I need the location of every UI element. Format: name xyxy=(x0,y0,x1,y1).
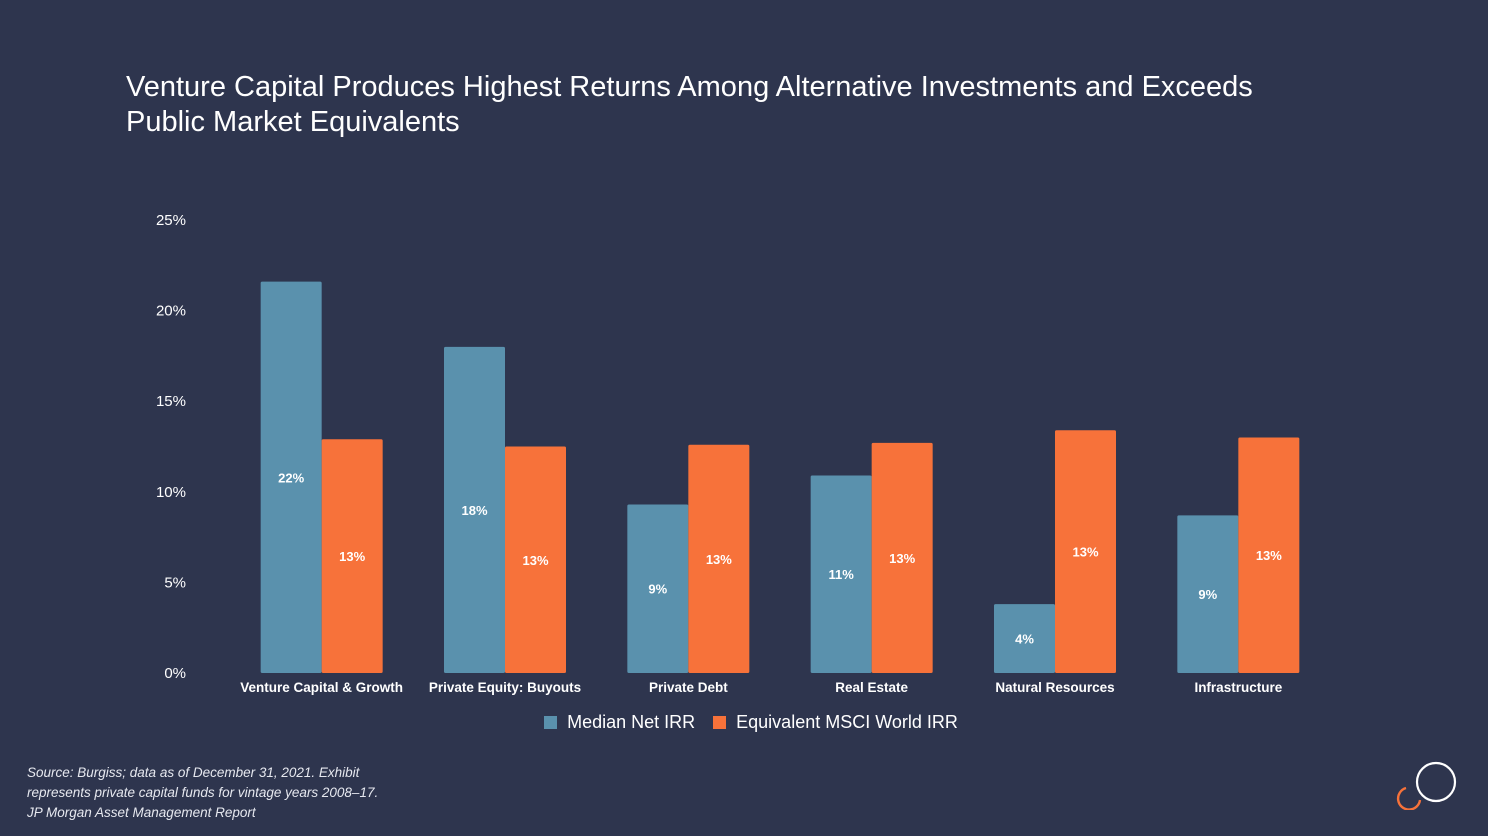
x-category-label: Private Debt xyxy=(649,680,728,695)
bar-median-net-irr xyxy=(994,604,1055,673)
legend-label: Median Net IRR xyxy=(567,712,696,732)
bar-data-label: 13% xyxy=(339,549,365,564)
legend-swatch-blue xyxy=(544,716,558,729)
chart-title-line-1: Venture Capital Produces Highest Returns… xyxy=(126,71,1253,103)
legend: Median Net IRR Equivalent MSCI World IRR xyxy=(0,712,1488,733)
x-axis: Venture Capital & Growth Private Equity: … xyxy=(240,680,1282,695)
legend-item-median-net-irr: Median Net IRR xyxy=(544,712,695,733)
bar-median-net-irr xyxy=(810,475,872,673)
bar-data-label: 9% xyxy=(648,582,667,597)
x-category-label: Venture Capital & Growth xyxy=(240,680,403,695)
bar-data-label: 9% xyxy=(1198,587,1217,602)
bar-data-label: 13% xyxy=(706,552,732,567)
y-tick-label: 25% xyxy=(156,212,186,229)
y-axis: 0% 5% 10% 15% 20% 25% xyxy=(156,212,186,682)
legend-item-msci-world-irr: Equivalent MSCI World IRR xyxy=(713,712,958,733)
bar-data-label: 4% xyxy=(1015,632,1034,647)
source-line-2: represents private capital funds for vin… xyxy=(27,785,379,800)
bars xyxy=(260,281,1300,673)
bar-data-label: 22% xyxy=(278,470,304,485)
legend-label: Equivalent MSCI World IRR xyxy=(736,712,958,732)
bar-median-net-irr xyxy=(260,281,322,673)
x-category-label: Real Estate xyxy=(835,680,908,695)
x-category-label: Private Equity: Buyouts xyxy=(429,680,581,695)
y-tick-label: 0% xyxy=(164,665,186,682)
bar-msci-world-irr xyxy=(1055,430,1116,673)
bar-median-net-irr xyxy=(627,504,689,673)
bar-data-label: 13% xyxy=(889,551,915,566)
chart-title-line-2: Public Market Equivalents xyxy=(126,106,460,138)
y-tick-label: 15% xyxy=(156,393,186,410)
bar-median-net-irr xyxy=(444,346,505,673)
bar-data-labels: 22% 13% 18% 13% 9% 13% 11% 13% 4% 13% 9% 13% xyxy=(278,470,1282,646)
bar-median-net-irr xyxy=(1177,515,1239,673)
interlocking-rings-logo-icon xyxy=(1396,761,1457,810)
y-tick-label: 5% xyxy=(164,574,186,591)
bar-data-label: 18% xyxy=(461,503,487,518)
source-note: Source: Burgiss; data as of December 31,… xyxy=(27,763,378,823)
bar-data-label: 13% xyxy=(1256,548,1282,563)
bar-data-label: 13% xyxy=(522,553,548,568)
bar-msci-world-irr xyxy=(871,442,933,673)
y-tick-label: 20% xyxy=(156,303,186,320)
bar-msci-world-irr xyxy=(688,444,750,673)
bar-msci-world-irr xyxy=(321,439,383,673)
legend-swatch-orange xyxy=(713,716,727,729)
chart-title: Venture Capital Produces Highest Returns… xyxy=(126,70,1326,140)
source-line-3: JP Morgan Asset Management Report xyxy=(27,805,256,820)
y-tick-label: 10% xyxy=(156,484,186,501)
bar-data-label: 11% xyxy=(829,567,855,582)
bar-data-label: 13% xyxy=(1072,545,1098,560)
source-line-1: Source: Burgiss; data as of December 31,… xyxy=(27,765,360,780)
bar-msci-world-irr xyxy=(1238,437,1300,673)
x-category-label: Natural Resources xyxy=(995,680,1114,695)
x-category-label: Infrastructure xyxy=(1194,680,1282,695)
bar-msci-world-irr xyxy=(505,446,566,673)
